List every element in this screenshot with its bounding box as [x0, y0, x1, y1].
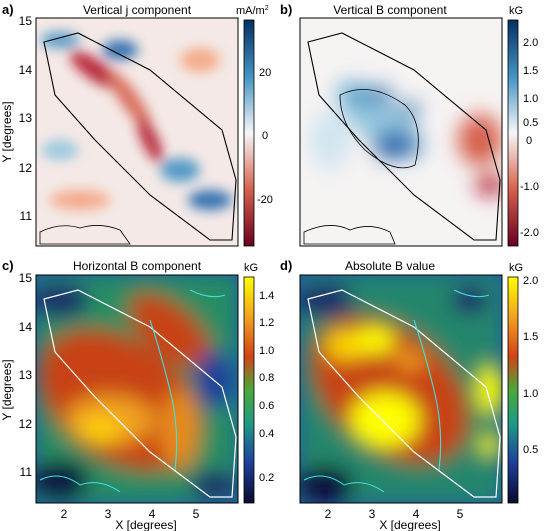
- panel-b: b) Vertical B component kG 2.0 1.5 1.0 0…: [280, 2, 539, 247]
- panel-c-cbar-tick-0.4: 0.4: [259, 428, 274, 440]
- panel-b-cbar-tick-neg1.0: -1.0: [520, 181, 539, 193]
- panel-c-cbar-tick-0.8: 0.8: [259, 372, 274, 384]
- panel-c-ytick-15: 15: [19, 271, 33, 285]
- panel-d-xtick-3: 3: [369, 507, 376, 521]
- panel-d-xtick-2: 2: [325, 507, 332, 521]
- panel-a-ytick-12: 12: [19, 161, 33, 175]
- panel-d-label: d): [280, 258, 292, 273]
- panel-d-cbar-tick-1.0: 1.0: [523, 388, 538, 400]
- panel-b-image: [300, 18, 502, 246]
- panel-a-ylabel: Y [degrees]: [0, 101, 14, 162]
- panel-a-cbar-unit: mA/m2: [236, 5, 269, 17]
- panel-d-region-outline: [307, 289, 501, 498]
- panel-c-label: c): [2, 258, 14, 273]
- panel-c-ytick-12: 12: [19, 417, 33, 431]
- panel-a-colorbar: [243, 19, 255, 247]
- panel-c: c) Horizontal B component Y [degrees] 15…: [0, 258, 274, 531]
- panel-a-image: [36, 18, 238, 246]
- panel-d-xtick-4: 4: [413, 507, 420, 521]
- panel-c-cbar-tick-1.4: 1.4: [259, 290, 274, 302]
- panel-a: a) Vertical j component Y [degrees] 15 1…: [0, 2, 273, 247]
- panel-c-title: Horizontal B component: [73, 259, 202, 273]
- panel-a-ytick-13: 13: [19, 111, 33, 125]
- panel-b-cbar-tick-2.0: 2.0: [523, 37, 538, 49]
- panel-b-region-outline: [307, 32, 501, 241]
- panel-c-cbar-tick-0.2: 0.2: [259, 472, 274, 484]
- panel-d-cbar-tick-0.5: 0.5: [523, 444, 538, 456]
- panel-b-cbar-tick-neg2.0: -2.0: [520, 227, 539, 239]
- panel-a-ytick-15: 15: [19, 14, 33, 28]
- panel-c-cbar-tick-1.2: 1.2: [259, 317, 274, 329]
- panel-b-cbar-tick-1.0: 1.0: [523, 93, 538, 105]
- panel-b-cbar-tick-0: 0: [526, 135, 532, 147]
- panel-a-region-outline: [43, 32, 237, 241]
- panel-d-cbar-tick-2.0: 2.0: [523, 275, 538, 287]
- panel-c-ylabel: Y [degrees]: [0, 359, 14, 420]
- panel-d-cbar-tick-1.5: 1.5: [523, 331, 538, 343]
- panel-b-label: b): [280, 2, 292, 17]
- panel-c-cbar-unit: kG: [244, 262, 258, 274]
- panel-d-title: Absolute B value: [345, 259, 435, 273]
- panel-b-cbar-unit: kG: [509, 5, 523, 17]
- panel-c-xtick-3: 3: [105, 507, 112, 521]
- panel-d: d) Absolute B value 2 3 4 5: [280, 258, 538, 531]
- panel-a-cbar-tick-20: 20: [259, 67, 271, 79]
- panel-d-colorbar: [507, 276, 519, 504]
- panel-c-colorbar: [243, 276, 255, 504]
- panel-c-ytick-13: 13: [19, 368, 33, 382]
- panel-c-image: [36, 275, 238, 503]
- panel-c-ytick-11: 11: [20, 465, 33, 479]
- panel-c-cbar-tick-1.0: 1.0: [259, 345, 274, 357]
- panel-c-xtick-4: 4: [149, 507, 156, 521]
- panel-c-cbar-tick-0.6: 0.6: [259, 400, 274, 412]
- panel-a-cbar-tick-0: 0: [262, 130, 268, 142]
- panel-c-region-outline: [43, 289, 237, 498]
- panel-b-title: Vertical B component: [333, 3, 447, 17]
- panel-d-xtick-5: 5: [457, 507, 464, 521]
- panel-d-image: [300, 275, 502, 503]
- panel-d-cbar-unit: kG: [509, 262, 523, 274]
- panel-b-cbar-tick-0.5: 0.5: [523, 117, 538, 129]
- panel-c-xtick-5: 5: [193, 507, 200, 521]
- panel-a-ytick-14: 14: [19, 63, 33, 77]
- panel-a-cbar-tick-neg20: -20: [257, 194, 273, 206]
- panel-a-ytick-11: 11: [20, 209, 33, 223]
- panel-c-ytick-14: 14: [19, 320, 33, 334]
- panel-a-label: a): [2, 2, 14, 17]
- panel-d-xlabel: X [degrees]: [379, 518, 440, 531]
- panel-b-cbar-tick-1.5: 1.5: [523, 65, 538, 77]
- panel-a-title: Vertical j component: [83, 3, 192, 17]
- panel-b-colorbar: [507, 19, 519, 247]
- panel-c-xlabel: X [degrees]: [115, 518, 176, 531]
- panel-c-xtick-2: 2: [61, 507, 68, 521]
